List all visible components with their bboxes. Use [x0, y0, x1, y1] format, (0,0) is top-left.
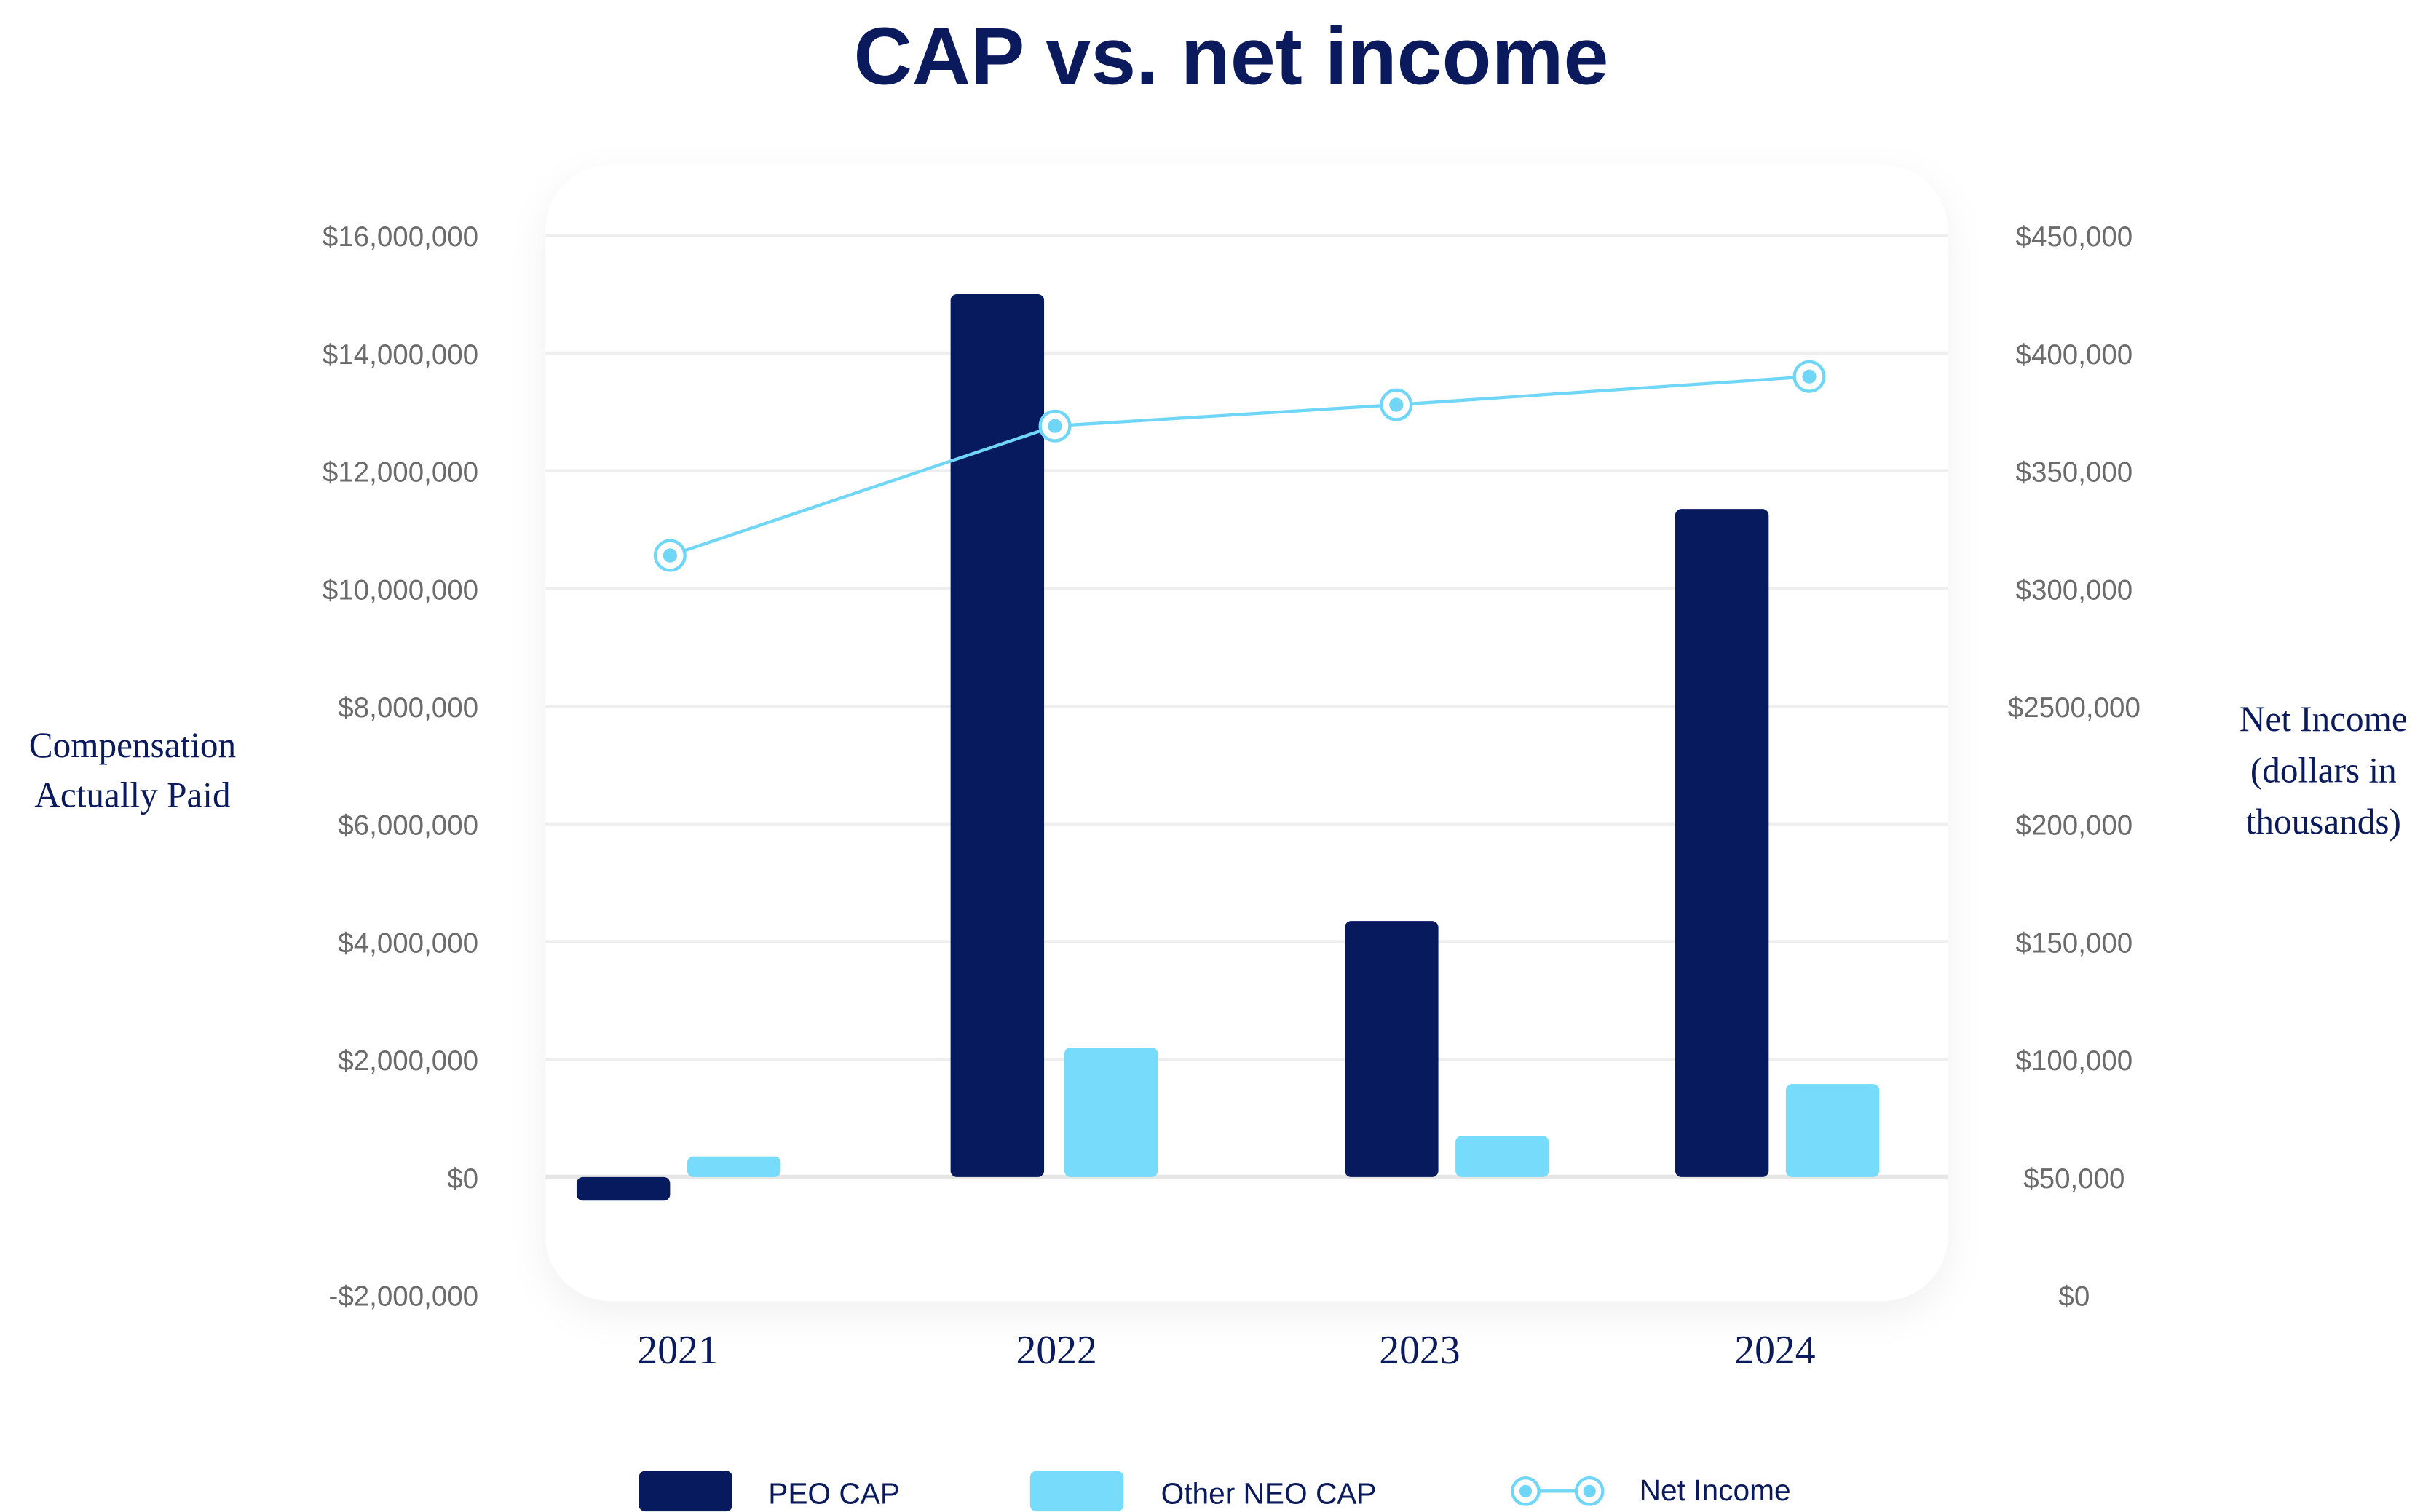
legend-line-marker-icon [1511, 1476, 1605, 1506]
legend-label-other-neo-cap: Other NEO CAP [1161, 1476, 1377, 1510]
y-tick-label: $4,000,000 [338, 927, 478, 959]
y-tick-label: $0 [447, 1163, 478, 1195]
y-tick-label: $6,000,000 [338, 810, 478, 842]
net-income-point-2023 [1389, 397, 1404, 412]
other-neo-cap-bar-2024 [1785, 1084, 1880, 1177]
y2-tick-label: $350,000 [2016, 457, 2133, 488]
net-income-point-2021 [663, 548, 677, 563]
legend-label-peo-cap: PEO CAP [768, 1476, 900, 1510]
y-tick-label: $2,000,000 [338, 1045, 478, 1077]
net-income-point-2022 [1048, 419, 1062, 433]
other-neo-cap-bar-2022 [1064, 1048, 1158, 1177]
legend: PEO CAP Other NEO CAP Net Income [639, 1471, 1791, 1512]
net-income-line [669, 375, 1810, 558]
y2-tick-label: $50,000 [2023, 1163, 2124, 1195]
y2-tick-label: $2500,000 [2008, 692, 2141, 724]
y-tick-label: $10,000,000 [323, 574, 478, 606]
y2-axis-title: Net Income (dollars in thousands) [2240, 699, 2408, 842]
y-tick-label: $14,000,000 [323, 339, 478, 371]
plot-card [545, 165, 1948, 1302]
peo-cap-bar-2021 [576, 1176, 671, 1201]
y-tick-label: -$2,000,000 [329, 1281, 479, 1313]
y2-tick-label: $0 [2058, 1281, 2090, 1313]
legend-label-net-income: Net Income [1640, 1473, 1791, 1507]
x-tick-label: 2021 [637, 1328, 718, 1373]
y-tick-label: $16,000,000 [323, 221, 478, 253]
y2-tick-label: $100,000 [2016, 1045, 2133, 1077]
other-neo-cap-bar-2023 [1455, 1136, 1549, 1177]
other-neo-cap-bar-2021 [687, 1156, 781, 1177]
peo-cap-bar-2023 [1345, 921, 1439, 1177]
y-axis-title: Compensation Actually Paid [29, 725, 236, 815]
net-income-point-2024 [1802, 369, 1817, 384]
peo-cap-bar-2022 [950, 294, 1045, 1177]
chart-title: CAP vs. net income [853, 11, 1608, 102]
y2-tick-label: $300,000 [2016, 574, 2133, 606]
y-tick-label: $12,000,000 [323, 457, 478, 488]
x-tick-label: 2023 [1379, 1328, 1460, 1373]
x-tick-label: 2024 [1734, 1328, 1815, 1373]
y2-tick-label: $150,000 [2016, 927, 2133, 959]
y2-tick-label: $400,000 [2016, 339, 2133, 371]
y2-tick-label: $450,000 [2016, 221, 2133, 253]
x-tick-label: 2022 [1016, 1328, 1097, 1373]
peo-cap-bar-2024 [1675, 509, 1769, 1177]
legend-swatch-other-neo-cap [1029, 1471, 1124, 1512]
y-tick-label: $8,000,000 [338, 692, 478, 724]
legend-swatch-peo-cap [639, 1471, 732, 1512]
y2-tick-label: $200,000 [2016, 810, 2133, 842]
